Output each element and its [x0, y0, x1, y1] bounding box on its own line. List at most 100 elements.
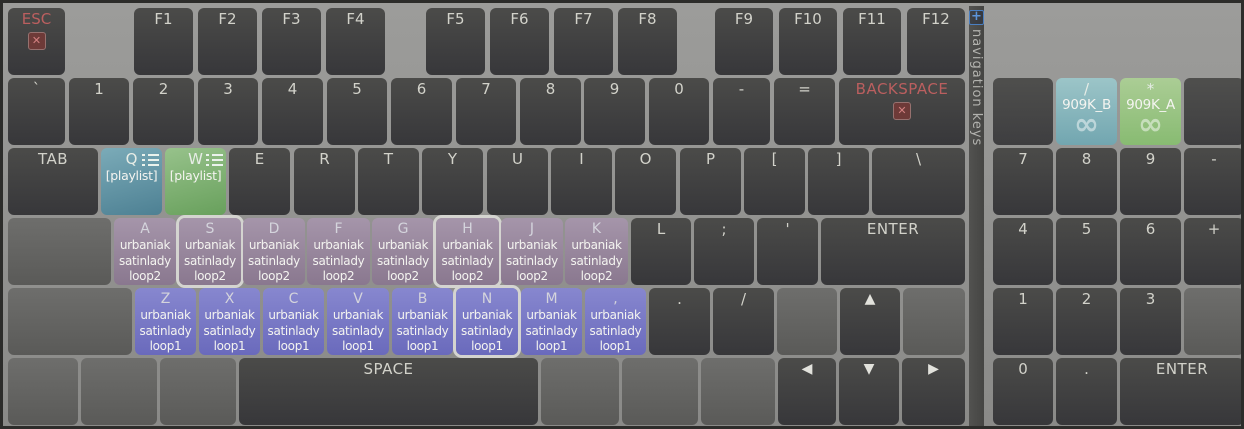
key-7[interactable]: 7	[456, 78, 516, 145]
key-p[interactable]: P	[680, 148, 741, 215]
key-numpad-plus[interactable]: +	[1184, 218, 1241, 285]
key-numpad-blank2[interactable]	[1184, 78, 1241, 145]
key-u[interactable]: U	[487, 148, 548, 215]
key-4[interactable]: 4	[262, 78, 323, 145]
key-arrow-left[interactable]: ◀	[778, 358, 836, 425]
key-5[interactable]: 5	[327, 78, 387, 145]
key-f10[interactable]: F10	[779, 8, 837, 75]
key-numpad-7[interactable]: 7	[993, 148, 1053, 215]
expand-icon[interactable]: +	[969, 10, 984, 25]
key-r[interactable]: R	[294, 148, 355, 215]
key-capslock[interactable]	[8, 218, 111, 285]
key-backspace[interactable]: BACKSPACE ✕	[839, 78, 965, 145]
navigation-keys-strip[interactable]: + navigation keys	[969, 6, 984, 426]
key-9[interactable]: 9	[584, 78, 645, 145]
key-1[interactable]: 1	[69, 78, 129, 145]
key-f12[interactable]: F12	[907, 8, 965, 75]
key-esc[interactable]: ESC ✕	[8, 8, 65, 75]
key-period[interactable]: .	[649, 288, 710, 355]
key-f5[interactable]: F5	[426, 8, 485, 75]
key-lalt[interactable]	[160, 358, 236, 425]
key-backslash[interactable]: \	[872, 148, 965, 215]
key-arrow-up[interactable]: ▲	[840, 288, 900, 355]
key-f2[interactable]: F2	[198, 8, 257, 75]
key-slash[interactable]: /	[713, 288, 774, 355]
key-quote[interactable]: '	[757, 218, 818, 285]
key-rshift[interactable]	[777, 288, 837, 355]
key-rbracket[interactable]: ]	[808, 148, 869, 215]
key-numpad-6[interactable]: 6	[1120, 218, 1181, 285]
key-numpad-8[interactable]: 8	[1056, 148, 1117, 215]
key-f9[interactable]: F9	[715, 8, 773, 75]
key-numpad-1[interactable]: 1	[993, 288, 1053, 355]
key-f11[interactable]: F11	[843, 8, 901, 75]
key-o[interactable]: O	[615, 148, 676, 215]
key-e[interactable]: E	[229, 148, 290, 215]
key-numpad-multiply[interactable]: * 909K_A ∞	[1120, 78, 1181, 145]
key-l[interactable]: L	[631, 218, 691, 285]
key-f1[interactable]: F1	[134, 8, 193, 75]
key-blank-right[interactable]	[903, 288, 965, 355]
key-numpad-blank3[interactable]	[1184, 288, 1241, 355]
key-3[interactable]: 3	[198, 78, 258, 145]
key-arrow-right[interactable]: ▶	[902, 358, 965, 425]
key-minus[interactable]: -	[713, 78, 770, 145]
key-head: 1	[69, 78, 129, 98]
key-semicolon[interactable]: ;	[694, 218, 754, 285]
key-q[interactable]: Q [playlist]	[101, 148, 162, 215]
key-i[interactable]: I	[551, 148, 612, 215]
key-rmeta[interactable]	[622, 358, 698, 425]
key-ralt[interactable]	[541, 358, 619, 425]
key-f3[interactable]: F3	[262, 8, 321, 75]
key-f7[interactable]: F7	[554, 8, 613, 75]
key-arrow-down[interactable]: ▼	[839, 358, 899, 425]
key-numpad-9[interactable]: 9	[1120, 148, 1181, 215]
key-t[interactable]: T	[358, 148, 419, 215]
key-numpad-2[interactable]: 2	[1056, 288, 1117, 355]
key-space[interactable]: SPACE	[239, 358, 538, 425]
key-menu[interactable]	[701, 358, 775, 425]
key-numpad-5[interactable]: 5	[1056, 218, 1117, 285]
key-tab[interactable]: TAB	[8, 148, 98, 215]
key-numpad-decimal[interactable]: .	[1056, 358, 1117, 425]
key-f8[interactable]: F8	[618, 8, 677, 75]
key-lmeta[interactable]	[81, 358, 157, 425]
key-f6[interactable]: F6	[490, 8, 549, 75]
key-w[interactable]: W [playlist]	[165, 148, 226, 215]
key-8[interactable]: 8	[520, 78, 581, 145]
key-6[interactable]: 6	[391, 78, 452, 145]
key-f4[interactable]: F4	[326, 8, 385, 75]
key-lctrl[interactable]	[8, 358, 78, 425]
key-numpad-blank1[interactable]	[993, 78, 1053, 145]
key-2[interactable]: 2	[133, 78, 194, 145]
key-backtick[interactable]: `	[8, 78, 65, 145]
key-enter[interactable]: ENTER	[821, 218, 965, 285]
key-numpad-enter[interactable]: ENTER	[1120, 358, 1241, 425]
key-numpad-divide[interactable]: /909K_B ∞	[1056, 78, 1117, 145]
key-numpad-0[interactable]: 0	[993, 358, 1053, 425]
key-numpad-4[interactable]: 4	[993, 218, 1053, 285]
key-0[interactable]: 0	[649, 78, 709, 145]
key-lshift[interactable]	[8, 288, 132, 355]
key-lbracket[interactable]: [	[744, 148, 805, 215]
key-comma[interactable]: , urbaniak satinlady loop1	[585, 288, 646, 355]
key-equals[interactable]: =	[774, 78, 835, 145]
key-numpad-3[interactable]: 3	[1120, 288, 1181, 355]
key-numpad-minus[interactable]: -	[1184, 148, 1241, 215]
key-y[interactable]: Y	[422, 148, 483, 215]
